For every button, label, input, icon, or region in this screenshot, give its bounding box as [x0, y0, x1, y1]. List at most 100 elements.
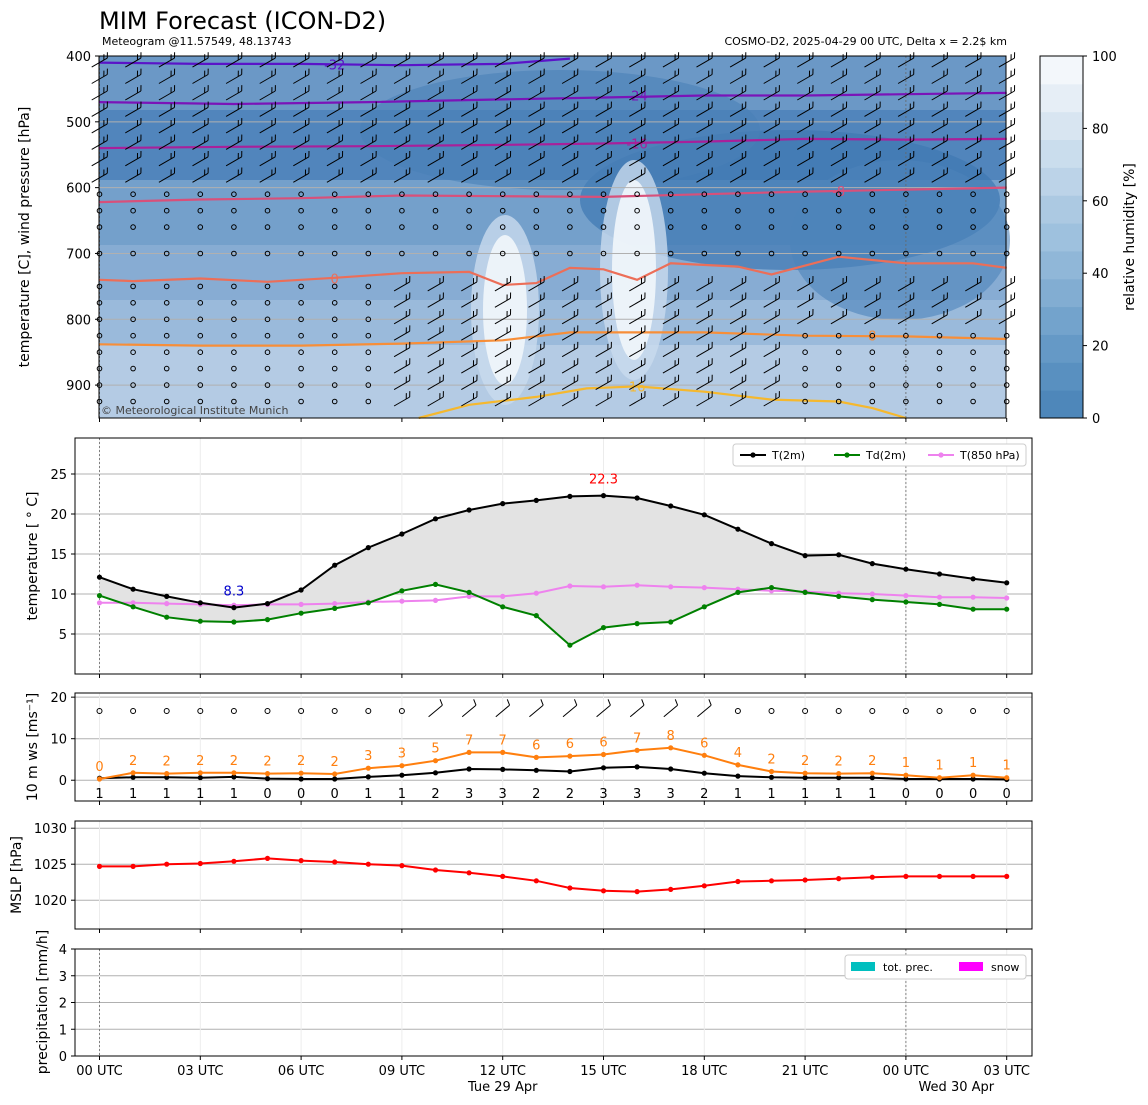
wind-barb	[864, 167, 881, 183]
gust-label: 8	[667, 729, 675, 744]
wind-barb	[595, 101, 612, 117]
wind-barb	[528, 118, 545, 134]
calm-marker	[869, 191, 876, 197]
data-point	[600, 584, 607, 590]
calm-marker	[365, 224, 372, 230]
data-point	[1004, 873, 1010, 880]
calm-marker	[298, 207, 304, 214]
data-point	[836, 771, 842, 777]
y-tick-label: 4	[59, 943, 67, 958]
data-point	[231, 774, 237, 780]
wind-barb	[763, 341, 780, 358]
calm-marker	[298, 224, 304, 230]
wind-barb	[595, 391, 612, 407]
wind-barb	[225, 134, 243, 150]
wind-barb	[595, 358, 612, 374]
calm-marker	[667, 224, 674, 230]
wind-barb	[192, 167, 209, 183]
wind-barb	[830, 134, 848, 150]
calm-marker	[130, 250, 136, 257]
data-point	[668, 584, 674, 590]
series-line-1	[99, 583, 1007, 647]
calm-marker	[634, 250, 640, 257]
wind-barb	[629, 68, 646, 84]
data-point	[735, 773, 741, 779]
data-point	[936, 873, 943, 880]
calm-marker	[970, 349, 976, 356]
y-tick-label: 3	[59, 970, 67, 985]
gust-label: 1	[902, 756, 910, 771]
data-point	[970, 606, 976, 612]
calm-marker	[264, 708, 271, 714]
date-label: Tue 29 Apr	[467, 1080, 538, 1095]
wind-barb	[864, 101, 881, 117]
data-point	[634, 495, 640, 501]
wind-barb	[830, 68, 848, 84]
colorbar-label: relative humidity [%]	[1122, 163, 1138, 311]
data-point	[332, 562, 338, 568]
wind-barb	[595, 85, 612, 101]
wind-barb	[864, 118, 881, 134]
wind-barb	[998, 85, 1016, 101]
isotherm-2	[99, 137, 1007, 150]
precipitation-ylabel: precipitation [mm/h]	[35, 930, 51, 1074]
calm-marker	[365, 250, 372, 257]
wind-barb	[696, 134, 713, 150]
wind-barb	[461, 276, 478, 292]
wind-barb	[158, 85, 176, 101]
wind-barb	[696, 391, 713, 407]
wind-barb	[931, 68, 948, 84]
wind-barb	[797, 150, 814, 167]
wind-barb	[461, 292, 478, 308]
wind-barb	[561, 391, 579, 407]
data-point	[701, 512, 707, 518]
wind-barb	[494, 101, 512, 117]
wind-barb	[729, 101, 747, 117]
data-point	[869, 561, 875, 567]
gust-label: 2	[196, 754, 204, 769]
data-point	[567, 493, 573, 499]
wind-barb	[696, 52, 713, 68]
wind-barb	[461, 68, 478, 84]
wind-barb	[393, 134, 411, 150]
wind-barb	[158, 52, 176, 68]
data-point	[466, 749, 472, 756]
wind-barb	[763, 391, 780, 407]
precipitation-panel: 0 1 2 3 4 precipitation [mm/h] tot. prec. sno…	[35, 930, 1033, 1074]
calm-marker	[163, 708, 170, 714]
calm-marker	[365, 316, 372, 323]
calm-marker	[869, 382, 876, 388]
wind-barb	[293, 68, 310, 84]
calm-marker	[264, 300, 271, 306]
wind-barb	[360, 118, 377, 134]
data-point	[130, 774, 136, 780]
wind-barb	[360, 167, 377, 183]
data-point	[903, 566, 909, 572]
wind-barb	[965, 118, 982, 134]
wind-barb	[393, 68, 411, 84]
wind-barb	[494, 150, 512, 167]
calm-marker	[264, 398, 271, 405]
gust-label: 2	[297, 754, 305, 769]
wind-barb	[595, 118, 612, 134]
data-point	[936, 571, 943, 577]
wind-barb	[125, 68, 142, 84]
data-point	[298, 587, 304, 593]
data-point	[802, 553, 808, 559]
calm-marker	[499, 207, 506, 214]
calm-marker	[96, 708, 103, 714]
wind-barb	[595, 308, 612, 325]
wind-barb	[360, 85, 377, 101]
data-point	[298, 776, 304, 782]
calm-marker	[903, 349, 909, 356]
wind-barb	[729, 68, 747, 84]
calm-marker	[970, 382, 976, 388]
data-point	[600, 625, 607, 631]
calm-marker	[869, 224, 876, 230]
calm-marker	[331, 283, 338, 290]
data-point	[96, 600, 103, 606]
wind-barb	[461, 52, 478, 68]
data-point	[701, 585, 707, 591]
data-point	[869, 591, 875, 597]
calm-marker	[264, 332, 271, 339]
